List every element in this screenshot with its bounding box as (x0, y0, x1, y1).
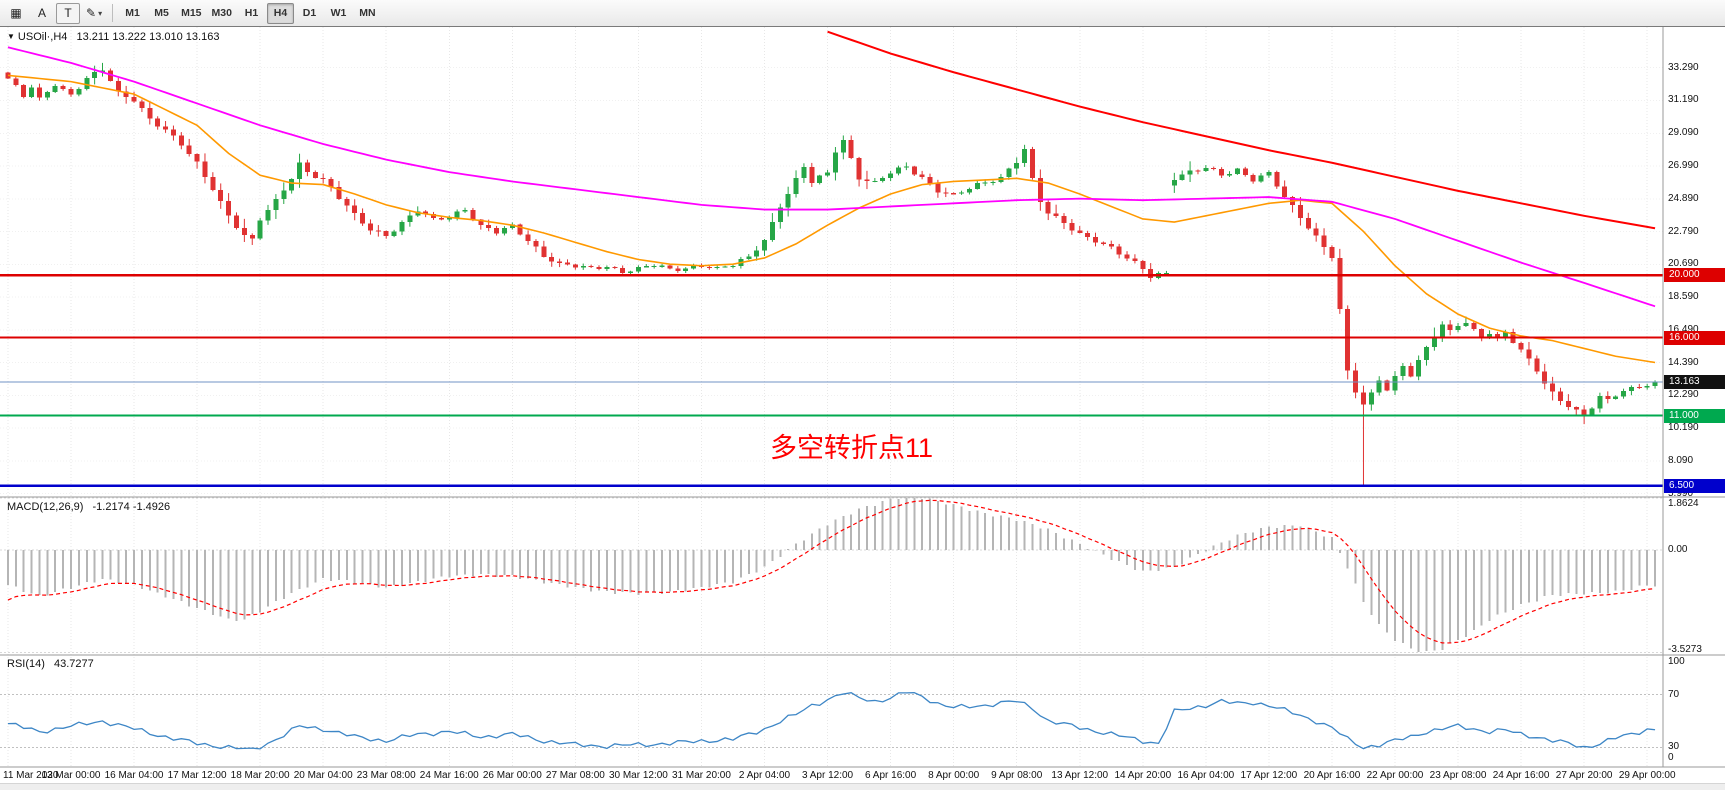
time-axis-label: 9 Apr 08:00 (991, 770, 1043, 781)
rsi-axis-label: 100 (1668, 656, 1685, 667)
price-axis-label: 31.190 (1668, 94, 1699, 106)
time-axis-label: 17 Mar 12:00 (167, 770, 227, 781)
price-tag-11.000[interactable]: 11.000 (1664, 408, 1725, 423)
time-axis-label: 11 Mar 2020 (3, 770, 59, 781)
time-axis-label: 3 Apr 12:00 (801, 770, 854, 781)
rsi-header: RSI(14) 43.7277 (7, 658, 94, 670)
price-axis-label: 5.990 (1668, 487, 1694, 499)
time-axis-label: 14 Apr 20:00 (1114, 770, 1172, 781)
time-axis-label: 29 Apr 00:00 (1618, 770, 1676, 781)
rsi-axis-label: 30 (1668, 741, 1680, 753)
windows-grid-button[interactable]: ▦ (10, 6, 22, 20)
timeframe-w1-button[interactable]: W1 (330, 7, 347, 19)
timeframe-m15-button[interactable]: M15 (181, 7, 202, 19)
time-axis-label: 23 Mar 08:00 (356, 770, 416, 781)
time-axis-label: 22 Apr 00:00 (1366, 770, 1424, 781)
time-axis-label: 20 Mar 04:00 (293, 770, 353, 781)
timeframe-m1-button[interactable]: M1 (125, 7, 140, 19)
time-axis-label: 27 Mar 08:00 (545, 770, 605, 781)
timeframe-h4-button[interactable]: H4 (266, 2, 294, 24)
time-axis-label: 16 Mar 04:00 (104, 770, 164, 781)
price-tag-13.163[interactable]: 13.163 (1664, 374, 1725, 389)
timeframe-m5-button[interactable]: M5 (154, 7, 169, 19)
price-axis-label: 20.690 (1668, 258, 1699, 270)
macd-axis-label: 0.00 (1668, 544, 1688, 555)
timeframe-h1-button[interactable]: H1 (244, 7, 259, 19)
symbol-header: ▼ USOil·,H4 13.211 13.222 13.010 13.163 (7, 31, 219, 43)
rsi-axis-label: 70 (1668, 688, 1680, 700)
toolbar-icon-group: ▦ A T ✎ ▾ (4, 2, 106, 24)
time-axis-label: 18 Mar 20:00 (230, 770, 290, 781)
time-axis-label: 17 Apr 12:00 (1240, 770, 1298, 781)
time-axis-label: 23 Apr 08:00 (1429, 770, 1487, 781)
timeframe-mn-button[interactable]: MN (359, 7, 376, 19)
time-axis-label: 31 Mar 20:00 (671, 770, 731, 781)
macd-axis-label: -3.5273 (1668, 644, 1702, 655)
timeframe-buttons: M1 M5 M15 M30 H1 H4 D1 W1 MN (119, 2, 381, 24)
rsi-label: RSI(14) (7, 658, 45, 670)
macd-values: -1.2174 -1.4926 (92, 501, 171, 513)
cursor-tool-button[interactable]: A (37, 6, 46, 20)
time-axis-label: 8 Apr 00:00 (928, 770, 980, 781)
horizontal-scrollbar[interactable] (0, 783, 1725, 790)
toolbar: ▦ A T ✎ ▾ M1 M5 M15 M30 H1 H4 D1 W1 MN (0, 0, 1725, 27)
time-axis-label: 6 Apr 16:00 (865, 770, 917, 781)
price-tag-16.000[interactable]: 16.000 (1664, 330, 1725, 345)
time-axis-label: 13 Apr 12:00 (1051, 770, 1109, 781)
time-axis-label: 16 Apr 04:00 (1177, 770, 1235, 781)
rsi-value: 43.7277 (53, 658, 94, 670)
timeframe-d1-button[interactable]: D1 (302, 7, 317, 19)
price-tag-20.000[interactable]: 20.000 (1664, 268, 1725, 283)
symbol-label: USOil·,H4 (17, 31, 68, 43)
time-axis-label: 26 Mar 00:00 (482, 770, 542, 781)
macd-label: MACD(12,26,9) (7, 501, 84, 513)
time-axis-label: 20 Apr 16:00 (1303, 770, 1361, 781)
dropdown-caret-icon: ▾ (98, 8, 103, 18)
draw-tool-button[interactable]: ✎ ▾ (86, 6, 103, 20)
price-axis-label: 12.290 (1668, 389, 1699, 401)
time-axis-label: 2 Apr 04:00 (738, 770, 791, 781)
price-axis-label: 8.090 (1668, 454, 1694, 466)
toolbar-separator (112, 4, 114, 22)
price-axis-label: 26.990 (1668, 160, 1699, 172)
macd-header: MACD(12,26,9) -1.2174 -1.4926 (7, 501, 170, 513)
price-axis-label: 18.590 (1668, 291, 1699, 303)
chart-annotation-text[interactable]: 多空转折点11 (770, 433, 934, 463)
ohlc-values: 13.211 13.222 13.010 13.163 (76, 31, 220, 43)
timeframe-m30-button[interactable]: M30 (211, 7, 232, 19)
price-axis-label: 29.090 (1668, 127, 1699, 139)
rsi-axis-label: 0 (1668, 752, 1674, 763)
price-axis-label: 16.490 (1668, 323, 1699, 335)
time-axis-label: 13 Mar 00:00 (41, 770, 101, 781)
price-tag-6.500[interactable]: 6.500 (1664, 478, 1725, 493)
time-axis-label: 30 Mar 12:00 (608, 770, 668, 781)
time-axis-label: 27 Apr 20:00 (1555, 770, 1613, 781)
price-axis-label: 14.390 (1668, 356, 1699, 368)
price-axis-label: 22.790 (1668, 225, 1699, 237)
time-axis-label: 24 Mar 16:00 (419, 770, 479, 781)
price-axis-label: 10.190 (1668, 422, 1699, 434)
price-axis-label: 33.290 (1668, 61, 1699, 73)
price-axis-label: 24.890 (1668, 192, 1699, 204)
macd-axis-label: 1.8624 (1668, 498, 1699, 509)
collapse-arrow-icon[interactable]: ▼ (7, 32, 15, 41)
text-tool-button[interactable]: T (56, 2, 80, 24)
time-axis-label: 24 Apr 16:00 (1492, 770, 1550, 781)
